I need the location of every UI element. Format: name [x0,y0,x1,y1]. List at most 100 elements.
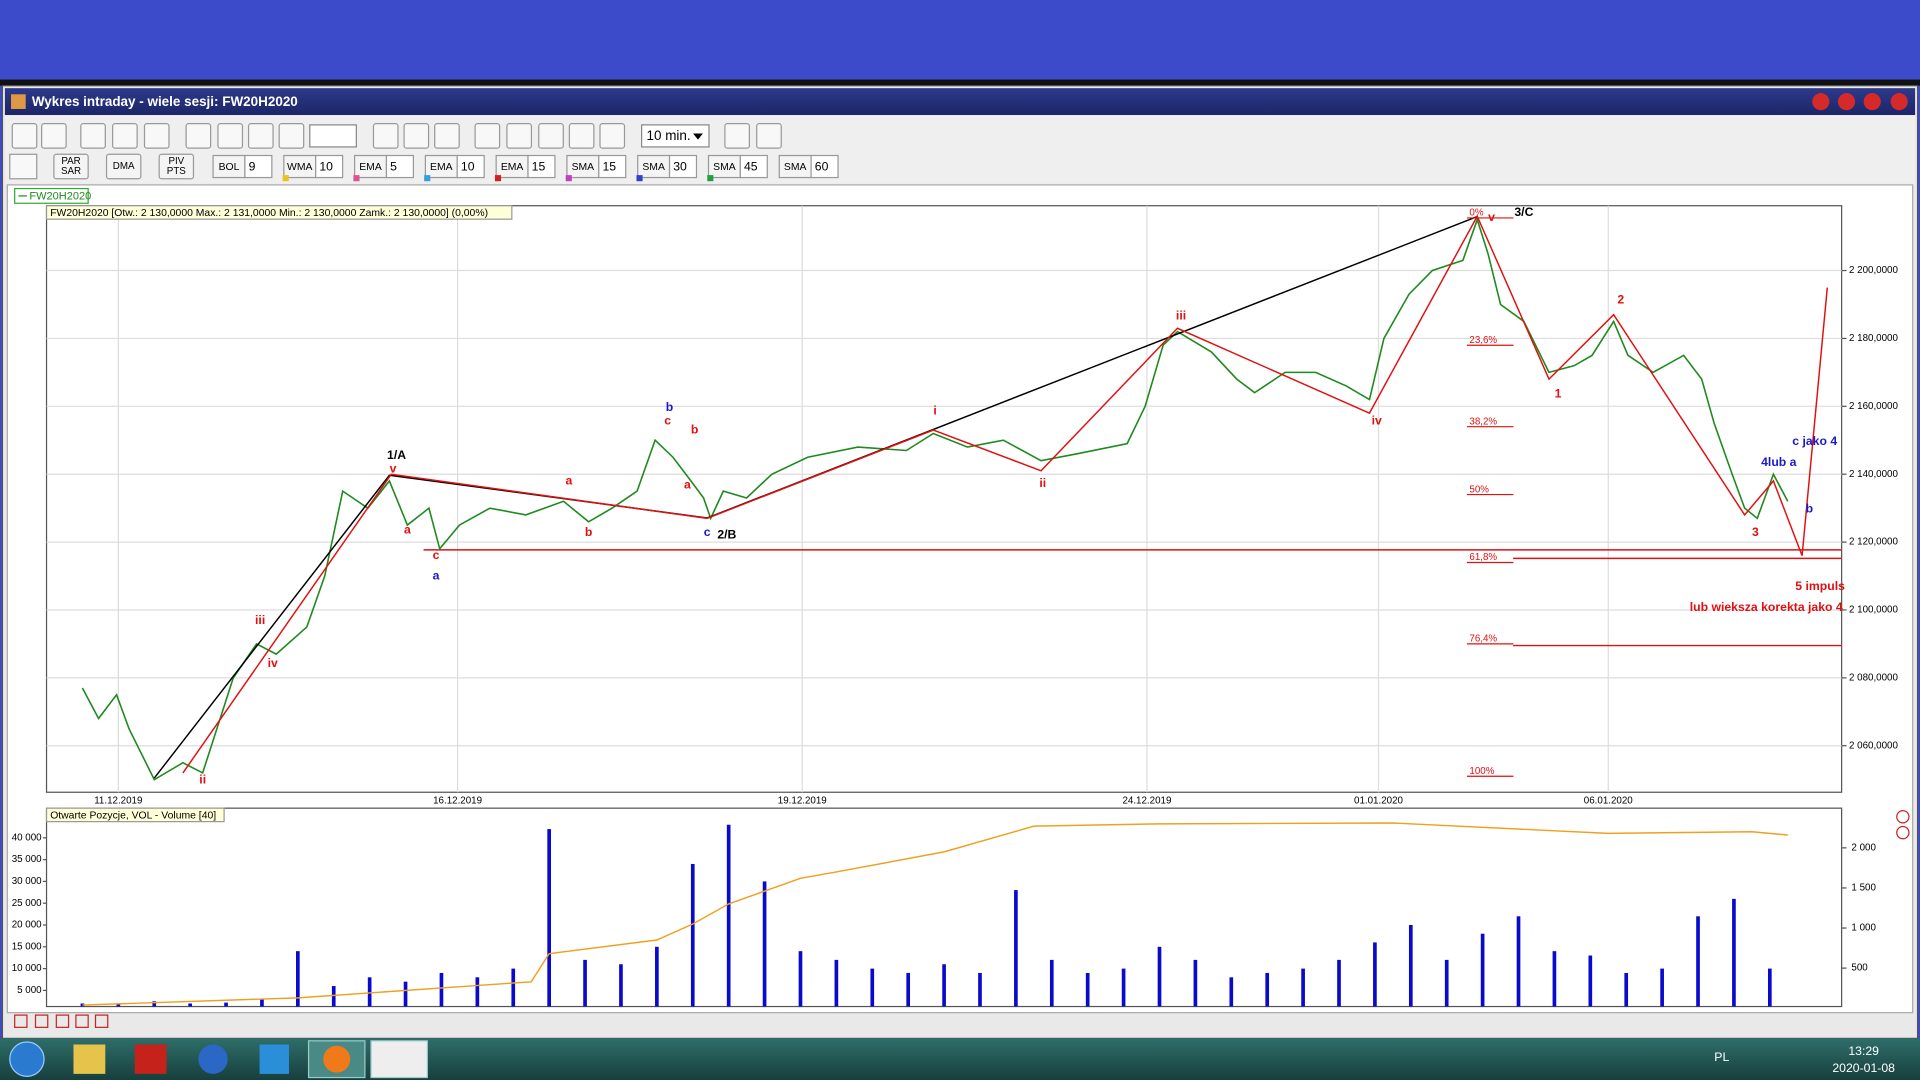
indicator-name: BOL [219,162,240,173]
icon[interactable] [34,1014,49,1028]
toolbar-button[interactable] [372,123,399,149]
price-info: FW20H2020 [Otw.: 2 130,0000 Max.: 2 131,… [50,208,488,219]
volume-bar [1265,972,1270,1007]
indicator-value-box[interactable] [598,154,627,179]
icon[interactable] [94,1014,109,1028]
app-explorer[interactable] [73,1044,106,1074]
indicator-value-box[interactable] [668,154,698,179]
indicator-button[interactable] [105,153,142,180]
volume-bar [1408,925,1413,1007]
app-3g[interactable] [198,1044,228,1074]
toolbar-button[interactable] [217,123,244,149]
icon[interactable] [55,1014,70,1028]
toolbar-button[interactable] [80,123,106,149]
toolbar-button[interactable] [506,123,533,149]
fib-label: 100% [1469,766,1494,777]
toolbar-button[interactable] [41,123,67,149]
y-tick-label: 15 000 [12,941,42,952]
y-tick-label: 10 000 [12,963,42,974]
toolbar-button[interactable] [112,123,138,149]
volume-bar [296,951,300,1007]
app-pdf[interactable] [134,1044,167,1074]
toolbar-button[interactable] [185,123,212,149]
toolbar-button[interactable] [724,123,750,149]
icon[interactable] [75,1014,89,1028]
wave-label: iii [255,613,265,627]
indicator-value: 5 [390,159,397,173]
volume-bar [439,972,444,1007]
fib-label: 76,4% [1469,634,1497,645]
indicator-button[interactable] [158,153,195,180]
toolbar-button[interactable] [599,123,626,149]
volume-bar [1516,916,1521,1007]
volume-bar [152,1001,157,1007]
wave-label: b [666,400,673,414]
indicator-value-box[interactable] [810,154,839,179]
pane-option[interactable] [1896,825,1910,840]
button-label: DMA [113,161,135,172]
app-media[interactable] [259,1044,289,1074]
window-title: Wykres intraday - wiele sesji: FW20H2020 [32,94,298,109]
indicator-button[interactable] [53,153,89,180]
volume-bar [583,959,587,1007]
start-button[interactable] [9,1041,45,1077]
volume-bar [475,977,480,1007]
wave-label: iii [1176,308,1186,322]
close-button[interactable] [1890,93,1908,111]
toolbar-button[interactable] [9,153,38,180]
wave-label: iv [268,656,278,670]
select-box[interactable] [309,124,357,148]
toolbar-button[interactable] [434,123,460,149]
volume-bar [1085,972,1090,1007]
interval-select[interactable] [641,124,710,148]
wave-label: 3 [1752,525,1759,539]
icon[interactable] [14,1014,28,1028]
indicator-swatch [424,175,431,182]
interval-value: 10 min. [647,128,691,143]
wave-label: ii [1039,476,1046,490]
volume-bar [619,964,623,1007]
toolbar-button[interactable] [143,123,170,149]
close-pane[interactable] [1896,810,1910,824]
fib-label: 61,8% [1469,552,1497,563]
indicator-value-box[interactable] [739,154,768,179]
minimize-button[interactable] [1837,93,1856,111]
window-controls [1812,93,1908,111]
indicator-name: EMA [359,162,382,173]
indicator-value-box[interactable] [527,154,556,179]
toolbar-button[interactable] [11,123,38,149]
volume-bar [331,986,336,1007]
volume-bar [1014,890,1018,1007]
y-tick-label: 40 000 [12,832,42,843]
indicator-swatch [636,175,643,182]
maximize-button[interactable] [1863,93,1881,111]
toolbar-button[interactable] [278,123,305,149]
open-interest-line [82,822,1788,1006]
toolbar-button[interactable] [756,123,782,149]
y-tick-label: 20 000 [12,920,42,931]
indicator-value-box[interactable] [385,154,415,179]
window-icon [11,94,26,109]
toolbar-button[interactable] [538,123,564,149]
wave-label: a [565,474,572,488]
wave-label: v [1488,210,1495,224]
y-tick-label: 2 100,0000 [1849,605,1899,616]
indicator-value: 60 [815,159,829,173]
indicator-value-box[interactable] [315,154,344,179]
y-tick-label: 30 000 [12,876,42,887]
toolbar-button[interactable] [403,123,430,149]
toolbar-button[interactable] [247,123,274,149]
indicator-value: 45 [744,159,758,173]
indicator-value-box[interactable] [456,154,485,179]
toolbar-button[interactable] [568,123,595,149]
wave-label: 2/B [717,528,736,542]
help-button[interactable] [1812,93,1830,111]
toolbar-button[interactable] [474,123,501,149]
indicator-value-box[interactable] [244,154,273,179]
volume-bar [942,964,946,1007]
app-chart[interactable] [370,1040,428,1079]
separator [0,79,1920,86]
wave-label: 2 [1617,292,1624,306]
